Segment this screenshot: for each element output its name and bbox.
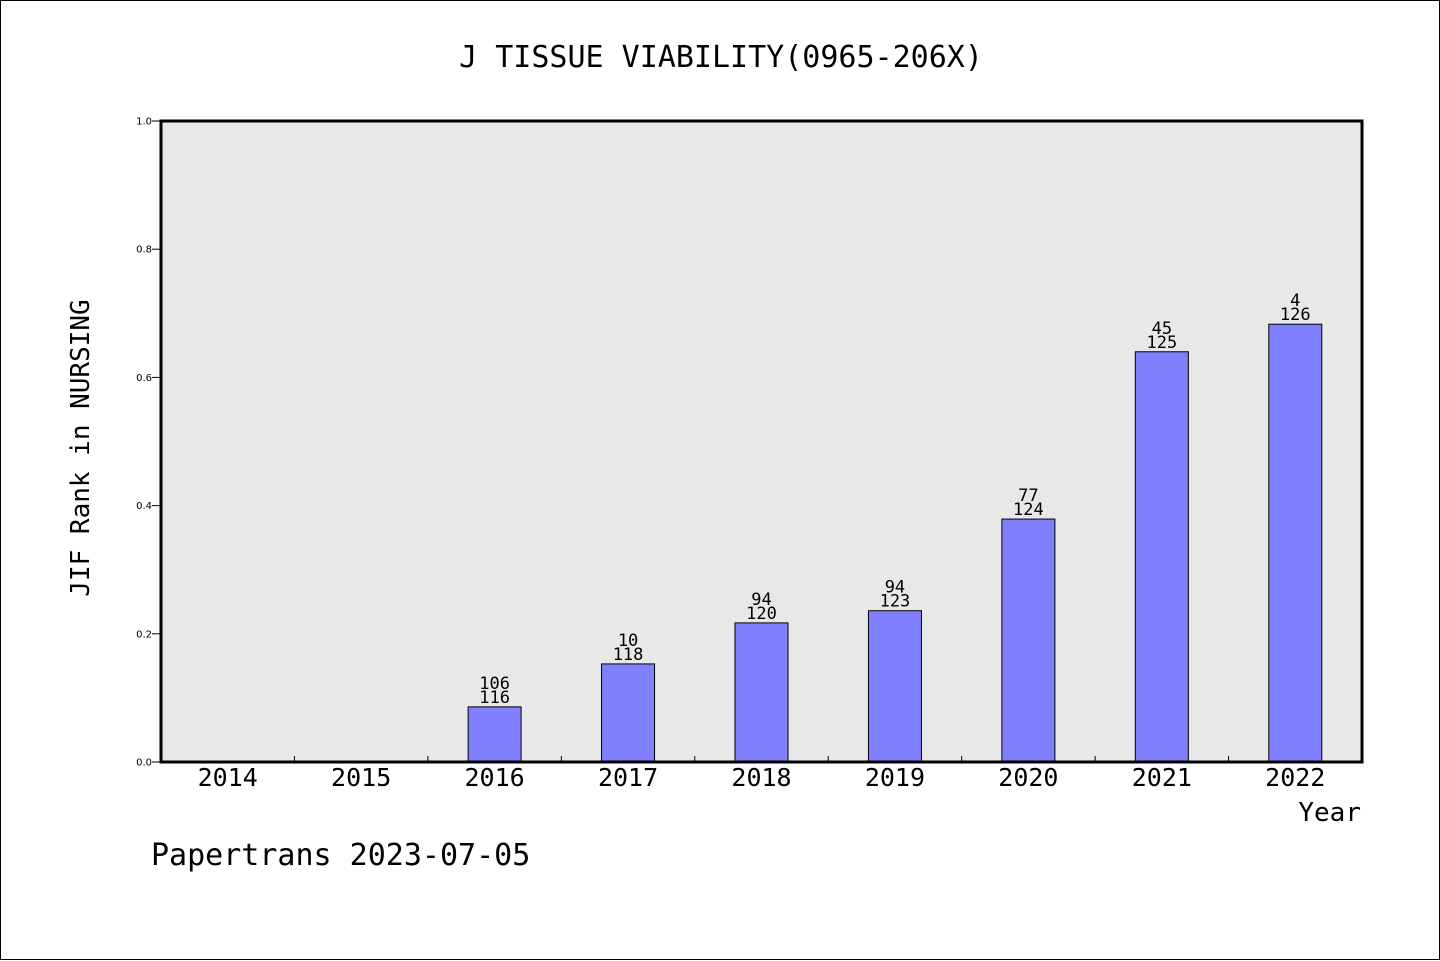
footer-source-date: Papertrans 2023-07-05 xyxy=(151,838,530,873)
y-axis: 0.0 0.2 0.4 0.6 0.8 1.0 xyxy=(136,117,161,769)
data-label-total: 120 xyxy=(746,604,777,624)
bar-2021 xyxy=(1134,351,1189,763)
bar-2017 xyxy=(601,663,656,763)
plot-frame xyxy=(159,119,1364,764)
x-tick-label: 2022 xyxy=(1265,763,1325,792)
data-label-total: 118 xyxy=(613,645,644,665)
data-label-rank: 94 xyxy=(885,578,905,598)
data-label-total: 124 xyxy=(1013,500,1044,520)
data-label-rank: 94 xyxy=(751,590,771,610)
bar-2019 xyxy=(867,610,922,763)
data-label-total: 125 xyxy=(1146,333,1177,353)
x-tick-label: 2019 xyxy=(865,763,925,792)
data-label-rank: 4 xyxy=(1290,291,1300,311)
x-axis-label: Year xyxy=(1298,798,1361,828)
bars-group xyxy=(467,323,1323,763)
y-tick-label: 0.2 xyxy=(136,629,152,640)
bar-2020 xyxy=(1001,518,1056,763)
chart-title: J TISSUE VIABILITY(0965-206X) xyxy=(459,40,983,75)
x-tick-label: 2017 xyxy=(598,763,658,792)
y-tick-label: 0.6 xyxy=(136,373,152,384)
x-tick-label: 2020 xyxy=(998,763,1058,792)
y-tick-label: 0.8 xyxy=(136,245,152,256)
y-tick-label: 0.0 xyxy=(136,758,152,769)
x-tick-label: 2014 xyxy=(198,763,258,792)
y-axis-label: JIF Rank in NURSING xyxy=(66,299,96,596)
x-tick-label: 2015 xyxy=(331,763,391,792)
data-label-rank: 45 xyxy=(1152,319,1172,339)
y-tick-label: 1.0 xyxy=(136,117,152,128)
x-tick-label: 2018 xyxy=(731,763,791,792)
bar-2022 xyxy=(1268,323,1323,763)
bar-2018 xyxy=(734,622,789,763)
data-label-total: 126 xyxy=(1280,305,1311,325)
y-tick-label: 0.4 xyxy=(136,501,152,512)
data-label-rank: 106 xyxy=(479,674,510,694)
bar-2016 xyxy=(467,706,522,763)
data-label-total: 123 xyxy=(880,592,911,612)
data-label-rank: 10 xyxy=(618,631,638,651)
x-axis: 2014 2015 2016 2017 2018 2019 2020 2021 2022 xyxy=(198,756,1325,792)
data-label-total: 116 xyxy=(479,688,510,708)
data-label-rank: 77 xyxy=(1018,486,1038,506)
x-tick-label: 2016 xyxy=(465,763,525,792)
x-tick-label: 2021 xyxy=(1132,763,1192,792)
